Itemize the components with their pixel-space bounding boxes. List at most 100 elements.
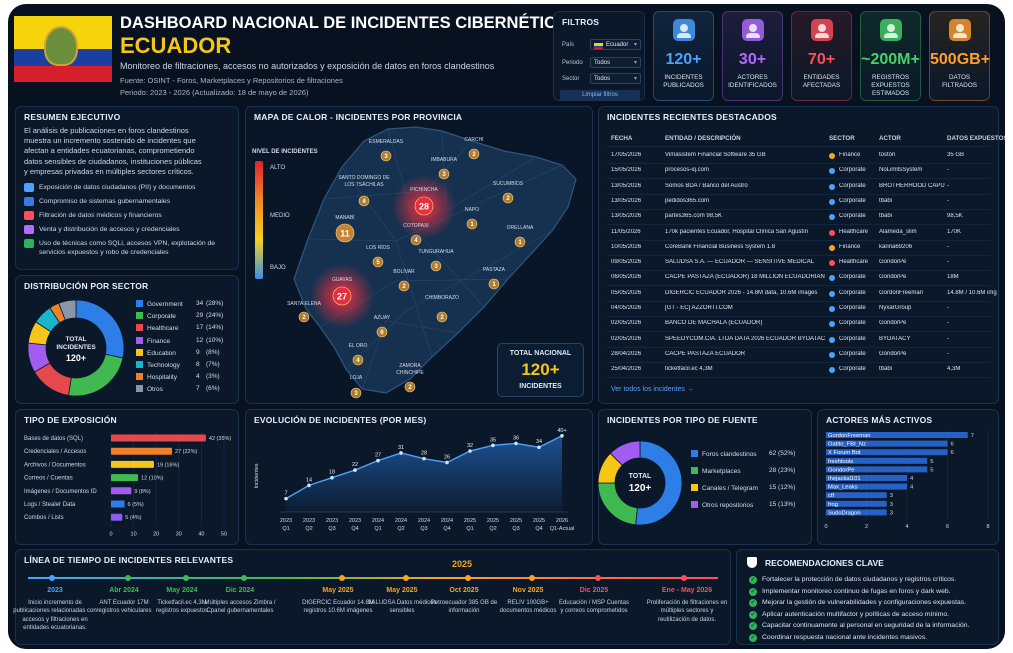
view-all-incidents-link[interactable]: Ver todos los incidentes →	[611, 386, 694, 393]
actor-bar[interactable]	[826, 475, 907, 481]
province-marker[interactable]	[488, 278, 500, 290]
exposure-bar[interactable]	[111, 487, 132, 495]
chevron-down-icon: ▾	[633, 76, 637, 82]
country-select[interactable]: Ecuador ▾	[590, 39, 641, 50]
exposure-bar[interactable]	[111, 474, 139, 482]
sector-count: 17	[196, 324, 204, 332]
province-marker[interactable]	[332, 286, 352, 306]
table-row[interactable]: 28/04/2026 CACPE PASTAZA ECUADOR Corporate…	[599, 351, 998, 365]
actor-bar[interactable]	[826, 500, 887, 507]
table-cell: 4,3M	[947, 366, 961, 373]
exposure-bar[interactable]	[111, 513, 123, 521]
exposure-bar[interactable]	[111, 460, 154, 468]
province-marker[interactable]	[410, 234, 422, 246]
data-point[interactable]	[307, 483, 311, 488]
sector-count: 12	[196, 336, 204, 344]
exposure-bar[interactable]	[111, 500, 125, 508]
source-donut-slice[interactable]	[609, 440, 641, 466]
actor-bar[interactable]	[826, 440, 948, 447]
province-marker[interactable]	[514, 236, 526, 248]
x-tick-label: 10	[131, 531, 137, 537]
table-cell: Corporate	[839, 305, 866, 311]
actor-bar[interactable]	[826, 483, 907, 490]
table-row[interactable]: 17/05/2026 Vimasistem Financial Software …	[599, 152, 998, 166]
exposure-bar[interactable]	[111, 447, 173, 455]
actor-bar[interactable]	[826, 466, 928, 473]
data-point[interactable]	[514, 441, 518, 446]
province-marker[interactable]	[438, 168, 450, 180]
province-marker[interactable]	[430, 260, 442, 272]
province-marker[interactable]	[358, 195, 370, 207]
data-point[interactable]	[422, 456, 426, 461]
province-marker[interactable]	[398, 280, 410, 292]
table-row[interactable]: 15/05/2026 procesos-iq.com Corporate NoLimi…	[599, 167, 998, 181]
data-point[interactable]	[468, 449, 472, 453]
source-donut-slice[interactable]	[635, 440, 683, 526]
province-count: 4	[414, 238, 418, 244]
province-marker[interactable]	[352, 354, 364, 366]
province-marker[interactable]	[436, 311, 448, 323]
actor-bar[interactable]	[826, 509, 887, 516]
row-divider	[607, 316, 990, 317]
province-marker[interactable]	[372, 256, 384, 268]
province-marker[interactable]	[466, 218, 478, 230]
actor-name: GordonFreeman	[828, 433, 871, 439]
data-point[interactable]	[376, 458, 380, 463]
table-row[interactable]: 04/05/2026 [GT - EC] AZZORTI.COM Corporate…	[599, 305, 998, 319]
evolution-title: EVOLUCIÓN DE INCIDENTES (POR MES)	[254, 415, 427, 425]
table-row[interactable]: 13/05/2026 pedidos365.com Corporate tbabi -	[599, 198, 998, 212]
data-point[interactable]	[284, 496, 288, 501]
period-select[interactable]: Todos ▾	[590, 57, 641, 68]
source-value: 15 (12%)	[769, 484, 796, 491]
province-marker[interactable]	[350, 387, 362, 399]
sector-select[interactable]: Todos ▾	[590, 73, 641, 84]
province-marker[interactable]	[335, 223, 355, 243]
province-marker[interactable]	[376, 326, 388, 338]
province-marker[interactable]	[380, 150, 392, 162]
data-point[interactable]	[399, 451, 403, 455]
actor-bar[interactable]	[826, 432, 968, 438]
data-point[interactable]	[445, 460, 449, 465]
summary-bullet: Venta y distribución de accesos y creden…	[24, 225, 236, 234]
table-row[interactable]: 11/05/2026 170k pacientes Ecuador, Hospit…	[599, 229, 998, 243]
timeline-text: Inicio incremento de publicaciones relac…	[13, 599, 97, 632]
data-point[interactable]	[353, 468, 357, 472]
table-row[interactable]: 06/05/2026 CACPE PASTAZA (ECUADOR) 18 MIL…	[599, 274, 998, 288]
row-divider	[607, 270, 990, 272]
table-row[interactable]: 25/04/2026 ticketfacil.ec 4,3M Corporate tb…	[599, 366, 998, 380]
table-row[interactable]: 10/05/2026 CoreBank Financial Business Sy…	[599, 244, 998, 258]
data-point[interactable]	[491, 443, 495, 448]
actors-bar-chart: 0 2 4 6 8 GordonFreeman 7 Gatito_FBI_Nz 6 X Forum…	[824, 430, 990, 530]
table-row[interactable]: 02/05/2026 SPEEDYCOM.CIA. LTDA DATA 2026 …	[599, 336, 998, 350]
province-marker[interactable]	[298, 311, 310, 323]
sector-donut-slice[interactable]	[58, 299, 77, 321]
province-count: 4	[362, 199, 366, 205]
table-row[interactable]: 13/05/2026 Somos BDA / Banco del Austro Co…	[599, 183, 998, 197]
table-row[interactable]: 09/05/2026 SALUDSA S.A. — ECUADOR — SENSI…	[599, 259, 998, 273]
data-point[interactable]	[560, 434, 564, 438]
table-row[interactable]: 02/05/2026 BANCO DE MACHALA (ECUADOR) Corp…	[599, 320, 998, 334]
province-marker[interactable]	[468, 148, 480, 160]
table-row[interactable]: 05/05/2026 DIGERCIC ECUADOR 2026 - 14.8M …	[599, 290, 998, 304]
actor-bar[interactable]	[826, 449, 948, 456]
data-point[interactable]	[330, 475, 334, 480]
table-cell: Finance	[839, 152, 861, 158]
legend-swatch	[136, 361, 143, 368]
timeline-item: May 2025 DIGERCIC Ecuador 14.8M registros…	[302, 587, 374, 616]
actor-bar[interactable]	[826, 492, 887, 499]
actor-bar[interactable]	[826, 457, 928, 464]
province-count: 11	[340, 229, 350, 239]
province-marker[interactable]	[414, 196, 434, 216]
clear-filters-button[interactable]: Limpiar filtros	[560, 90, 640, 100]
source-donut-chart	[597, 440, 683, 526]
timeline-year-2025: 2025	[452, 559, 473, 569]
table-row[interactable]: 13/05/2026 partes365.com 98,5K Corporate tb…	[599, 213, 998, 227]
sector-select-value: Todos	[594, 75, 611, 82]
actor-value: 3	[890, 510, 893, 516]
data-point[interactable]	[537, 445, 541, 450]
province-marker[interactable]	[502, 192, 514, 204]
sector-icon	[829, 244, 835, 251]
exposure-bar[interactable]	[111, 434, 206, 442]
province-marker[interactable]	[404, 381, 416, 393]
recommendation-item: ✓ Aplicar autenticación multifactor y pol…	[749, 610, 949, 619]
